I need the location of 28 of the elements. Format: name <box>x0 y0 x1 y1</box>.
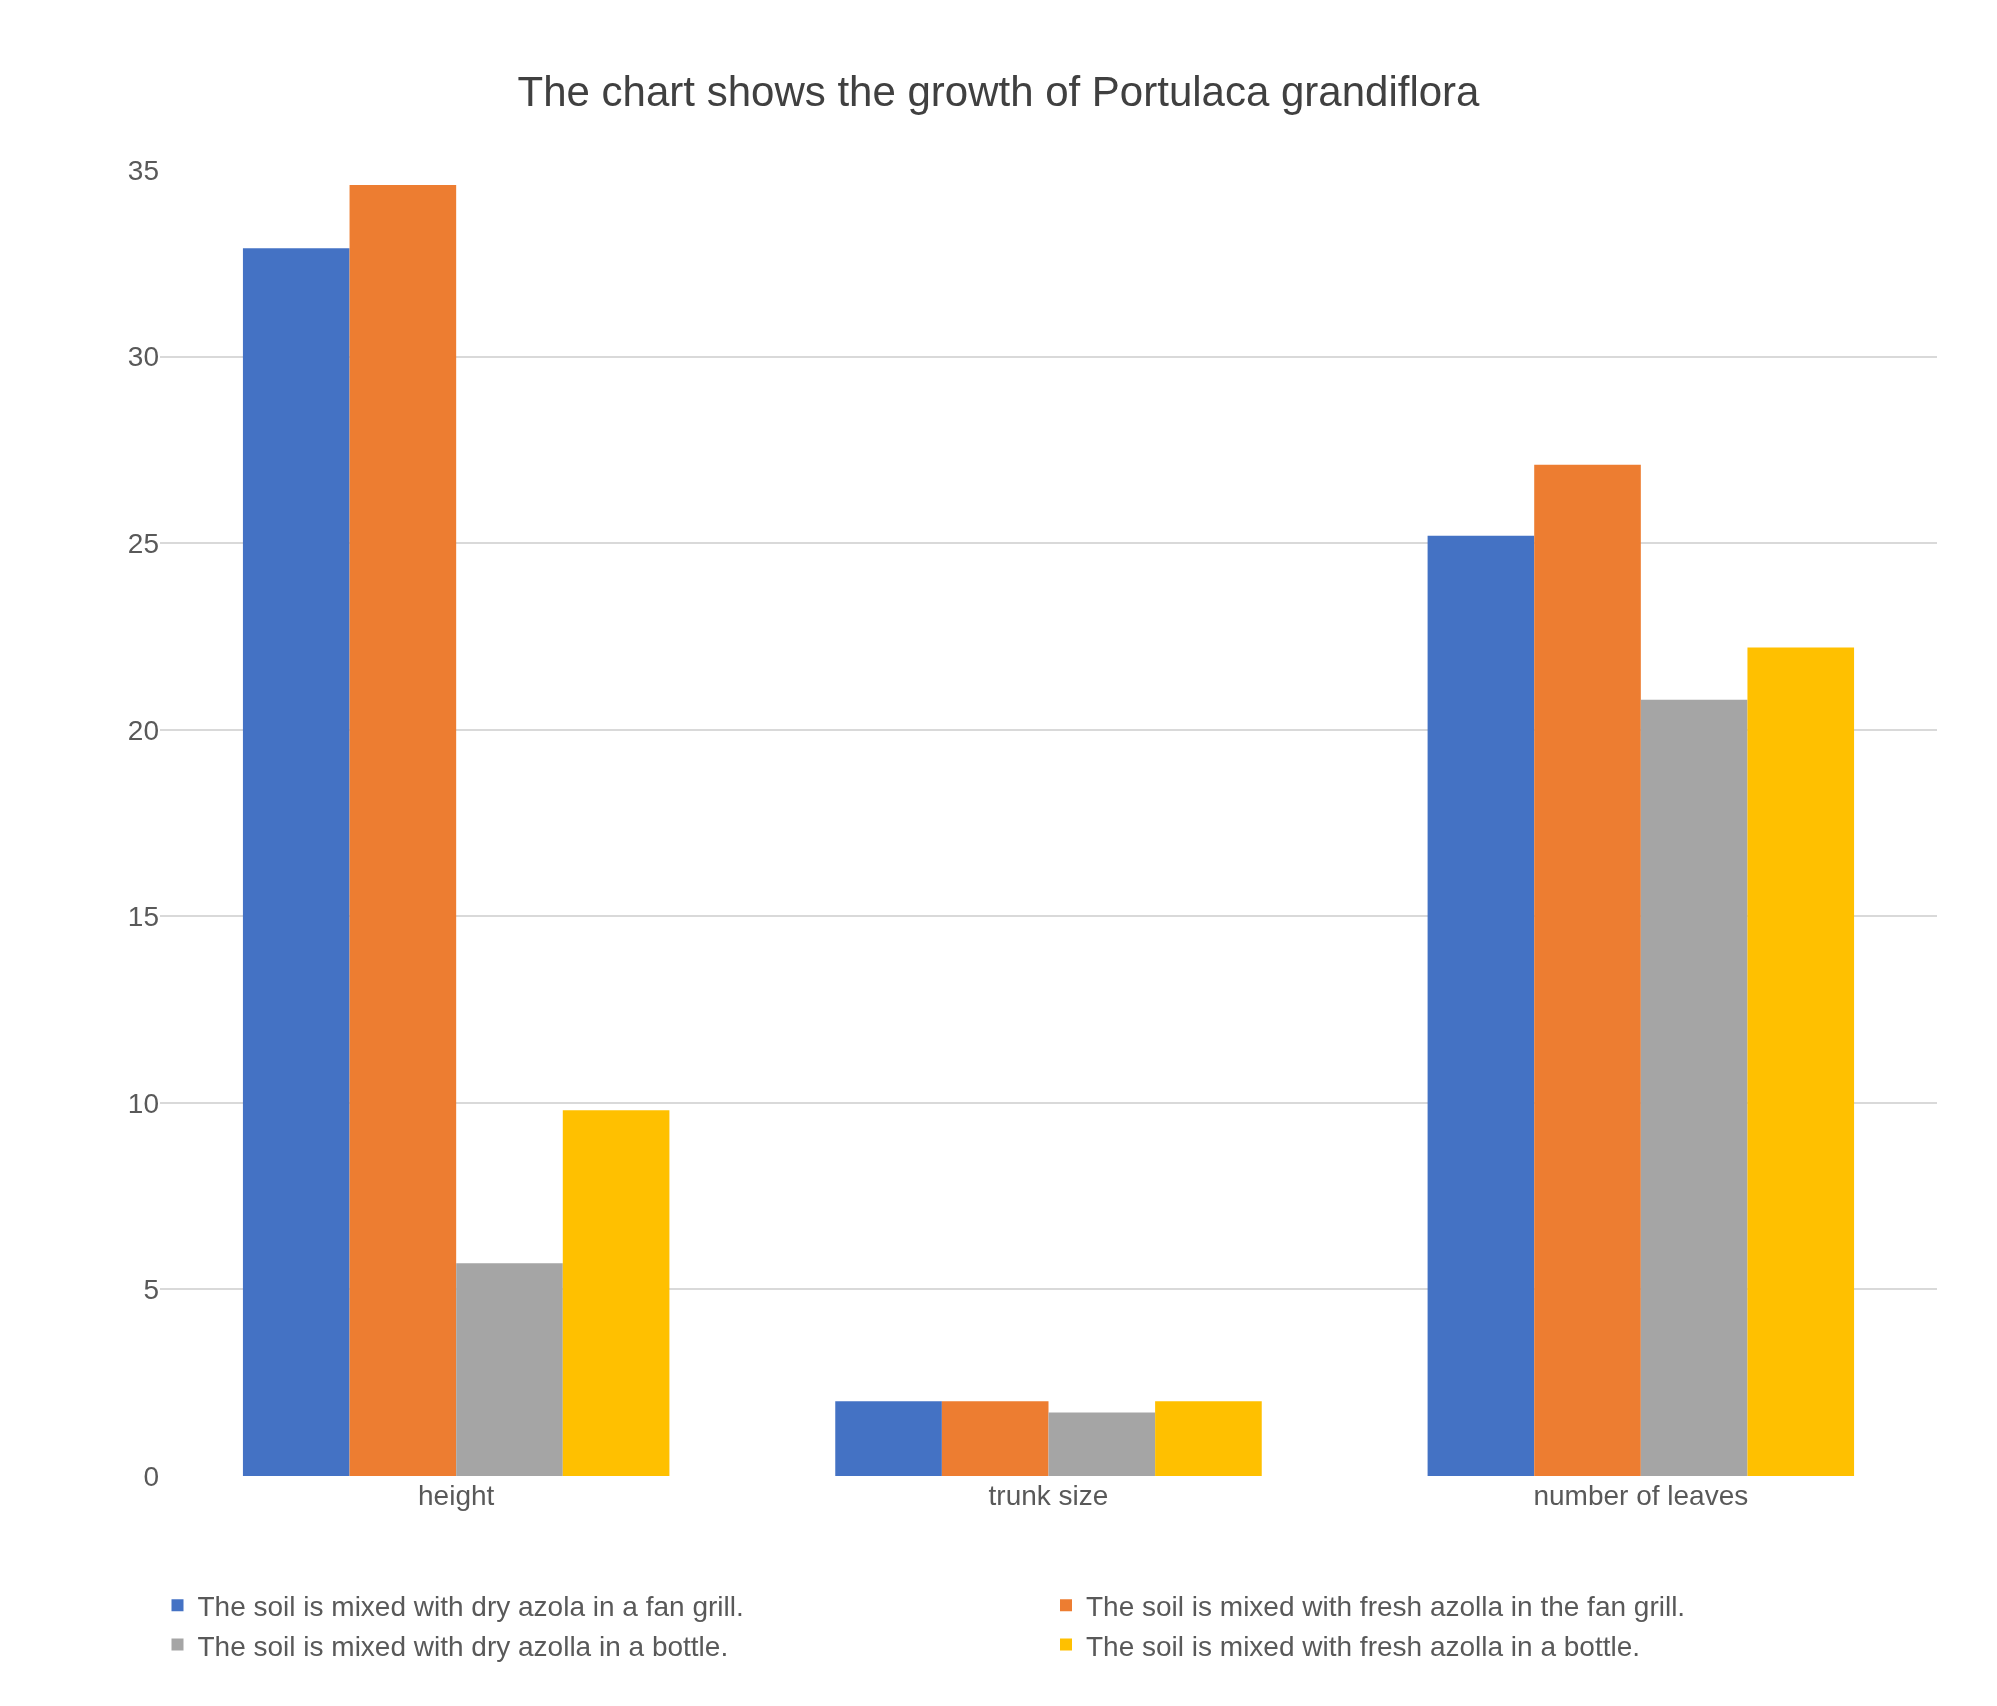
bar <box>456 1263 563 1476</box>
bar <box>349 184 457 1476</box>
y-tick-label: 25 <box>127 527 159 559</box>
legend-label: The soil is mixed with dry azola in a fan grill. <box>197 1591 744 1623</box>
chart-title: The chart shows the growth of Portulaca grandiflora <box>517 68 1481 116</box>
y-tick-label: 15 <box>127 901 159 933</box>
x-tick-label: number of leaves <box>1533 1480 1749 1511</box>
bar <box>835 1401 942 1476</box>
bar <box>1155 1401 1262 1476</box>
bar <box>1640 699 1748 1476</box>
bar <box>1427 535 1535 1476</box>
y-tick-label: 10 <box>127 1087 159 1119</box>
y-tick-label: 5 <box>143 1274 159 1306</box>
bar <box>1534 464 1641 1476</box>
bar <box>941 1401 1049 1476</box>
y-tick-label: 30 <box>127 341 159 373</box>
legend-label: The soil is mixed with dry azolla in a bottle. <box>197 1630 729 1662</box>
x-tick-label: trunk size <box>988 1480 1109 1511</box>
bar <box>242 248 350 1476</box>
y-tick-label: 35 <box>127 154 159 186</box>
bar <box>1048 1412 1156 1476</box>
bar <box>562 1110 670 1476</box>
bar <box>1747 647 1855 1476</box>
y-tick-label: 20 <box>127 714 159 746</box>
legend-label: The soil is mixed with fresh azolla in a bottle. <box>1086 1630 1641 1662</box>
legend-label: The soil is mixed with fresh azolla in the fan grill. <box>1086 1591 1686 1623</box>
x-tick-label: height <box>418 1480 495 1511</box>
y-tick-label: 0 <box>143 1460 159 1492</box>
